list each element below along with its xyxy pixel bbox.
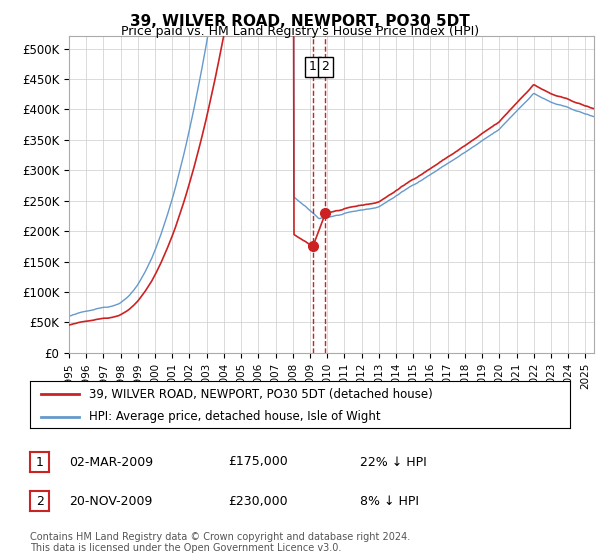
Text: Contains HM Land Registry data © Crown copyright and database right 2024.
This d: Contains HM Land Registry data © Crown c… xyxy=(30,531,410,553)
Text: £175,000: £175,000 xyxy=(228,455,288,469)
Text: 8% ↓ HPI: 8% ↓ HPI xyxy=(360,494,419,508)
Text: 39, WILVER ROAD, NEWPORT, PO30 5DT (detached house): 39, WILVER ROAD, NEWPORT, PO30 5DT (deta… xyxy=(89,388,433,400)
Text: 2: 2 xyxy=(322,60,329,73)
Text: 02-MAR-2009: 02-MAR-2009 xyxy=(69,455,153,469)
Text: 1: 1 xyxy=(309,60,317,73)
Text: 1: 1 xyxy=(35,455,44,469)
Text: 2: 2 xyxy=(35,494,44,508)
Text: 39, WILVER ROAD, NEWPORT, PO30 5DT: 39, WILVER ROAD, NEWPORT, PO30 5DT xyxy=(130,14,470,29)
Text: 20-NOV-2009: 20-NOV-2009 xyxy=(69,494,152,508)
Text: £230,000: £230,000 xyxy=(228,494,287,508)
Text: Price paid vs. HM Land Registry's House Price Index (HPI): Price paid vs. HM Land Registry's House … xyxy=(121,25,479,38)
Text: HPI: Average price, detached house, Isle of Wight: HPI: Average price, detached house, Isle… xyxy=(89,410,381,423)
Text: 22% ↓ HPI: 22% ↓ HPI xyxy=(360,455,427,469)
